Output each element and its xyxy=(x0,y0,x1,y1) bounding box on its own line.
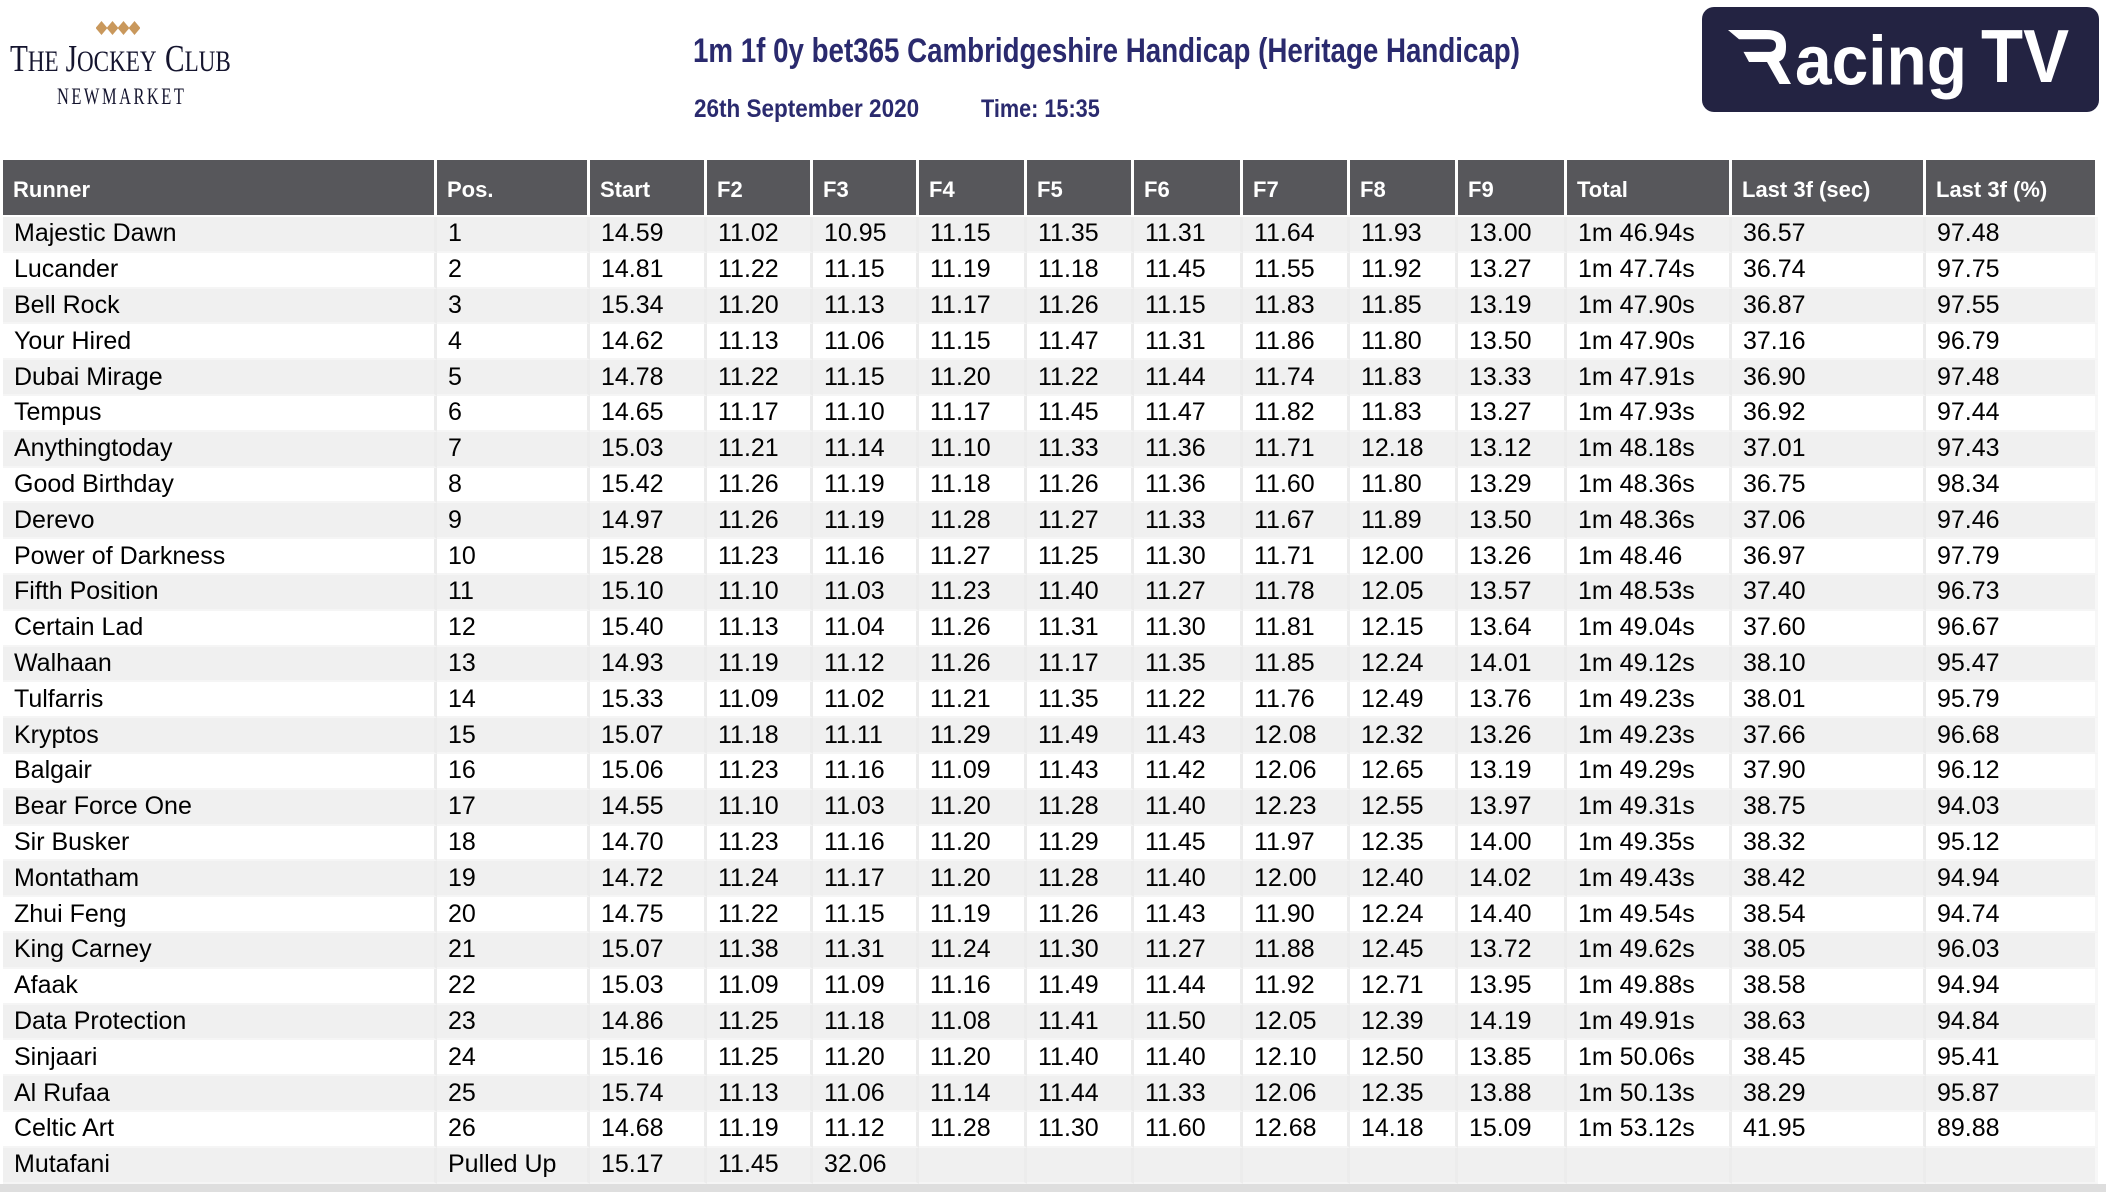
svg-text:TV: TV xyxy=(1981,14,2069,98)
svg-text:acing: acing xyxy=(1795,22,1967,100)
